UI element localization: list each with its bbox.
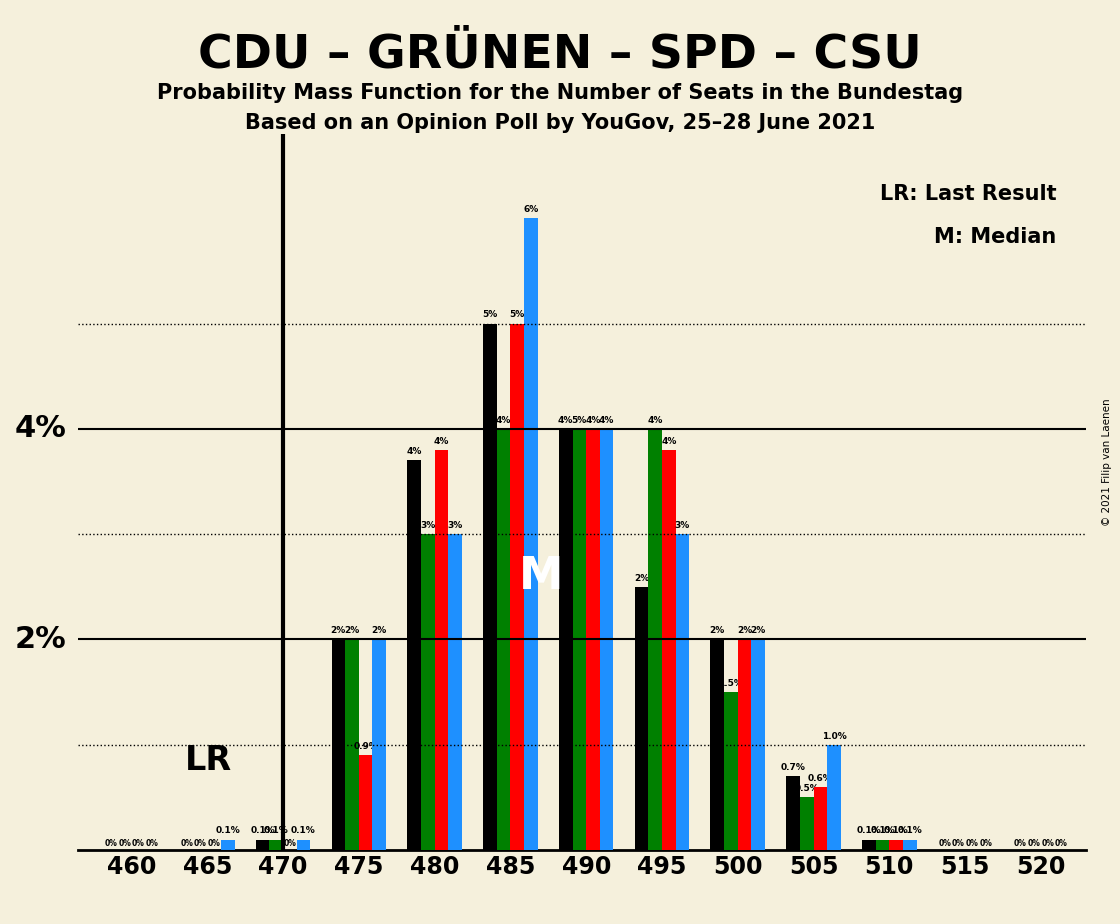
Text: 2%: 2%	[330, 626, 346, 636]
Bar	[738, 639, 752, 850]
Text: 4%: 4%	[647, 416, 663, 425]
Text: 0.1%: 0.1%	[264, 826, 289, 835]
Bar	[889, 840, 903, 850]
Text: 0%: 0%	[180, 839, 194, 848]
Text: 0.1%: 0.1%	[857, 826, 881, 835]
Text: 4%: 4%	[661, 437, 676, 445]
Text: 2%: 2%	[750, 626, 766, 636]
Text: 1.5%: 1.5%	[719, 679, 744, 687]
Text: 5%: 5%	[571, 416, 587, 425]
Text: 4%: 4%	[586, 416, 600, 425]
Bar	[497, 429, 511, 850]
Text: 0%: 0%	[1042, 839, 1054, 848]
Text: 0.1%: 0.1%	[884, 826, 908, 835]
Bar	[559, 429, 572, 850]
Text: 0.1%: 0.1%	[870, 826, 895, 835]
Text: 0%: 0%	[119, 839, 131, 848]
Bar	[813, 787, 828, 850]
Text: 4%: 4%	[15, 414, 66, 444]
Text: 4%: 4%	[599, 416, 615, 425]
Text: 1.0%: 1.0%	[822, 732, 847, 740]
Bar	[483, 323, 497, 850]
Text: © 2021 Filip van Laenen: © 2021 Filip van Laenen	[1102, 398, 1111, 526]
Text: 0%: 0%	[979, 839, 992, 848]
Bar	[524, 218, 538, 850]
Text: 0%: 0%	[207, 839, 221, 848]
Bar	[297, 840, 310, 850]
Bar	[662, 450, 675, 850]
Text: 5%: 5%	[483, 310, 497, 320]
Text: 0.1%: 0.1%	[215, 826, 240, 835]
Bar	[270, 840, 283, 850]
Text: 3%: 3%	[675, 521, 690, 530]
Bar	[586, 429, 600, 850]
Text: 0%: 0%	[965, 839, 979, 848]
Bar	[800, 797, 813, 850]
Bar	[345, 639, 358, 850]
Bar	[876, 840, 889, 850]
Bar	[421, 534, 435, 850]
Text: 0%: 0%	[1055, 839, 1067, 848]
Text: 0%: 0%	[283, 839, 297, 848]
Text: CDU – GRÜNEN – SPD – CSU: CDU – GRÜNEN – SPD – CSU	[198, 32, 922, 78]
Text: M: M	[519, 554, 563, 598]
Bar	[408, 460, 421, 850]
Text: 0%: 0%	[194, 839, 207, 848]
Text: 0.1%: 0.1%	[250, 826, 274, 835]
Text: 2%: 2%	[344, 626, 360, 636]
Text: 4%: 4%	[433, 437, 449, 445]
Bar	[358, 755, 373, 850]
Text: 0.9%: 0.9%	[353, 742, 379, 751]
Text: 4%: 4%	[496, 416, 511, 425]
Bar	[828, 745, 841, 850]
Bar	[752, 639, 765, 850]
Text: 4%: 4%	[558, 416, 573, 425]
Bar	[786, 776, 800, 850]
Bar	[648, 429, 662, 850]
Text: 0%: 0%	[132, 839, 144, 848]
Text: 2%: 2%	[372, 626, 386, 636]
Bar	[332, 639, 345, 850]
Text: 2%: 2%	[15, 625, 66, 654]
Bar	[600, 429, 614, 850]
Bar	[862, 840, 876, 850]
Text: 2%: 2%	[737, 626, 753, 636]
Text: 0.1%: 0.1%	[291, 826, 316, 835]
Bar	[255, 840, 270, 850]
Bar	[635, 587, 648, 850]
Bar	[725, 692, 738, 850]
Text: 3%: 3%	[448, 521, 463, 530]
Bar	[221, 840, 234, 850]
Bar	[572, 429, 586, 850]
Bar	[903, 840, 916, 850]
Bar	[675, 534, 689, 850]
Bar	[373, 639, 386, 850]
Bar	[435, 450, 448, 850]
Text: 0%: 0%	[1014, 839, 1027, 848]
Text: 0.1%: 0.1%	[897, 826, 922, 835]
Bar	[511, 323, 524, 850]
Text: 0.6%: 0.6%	[808, 773, 833, 783]
Text: 0.7%: 0.7%	[781, 763, 805, 772]
Text: 3%: 3%	[420, 521, 436, 530]
Bar	[448, 534, 461, 850]
Text: 0.5%: 0.5%	[794, 784, 819, 793]
Bar	[710, 639, 725, 850]
Text: 0%: 0%	[104, 839, 118, 848]
Text: 0%: 0%	[939, 839, 951, 848]
Text: 5%: 5%	[510, 310, 525, 320]
Text: 0%: 0%	[146, 839, 158, 848]
Text: 0%: 0%	[952, 839, 964, 848]
Text: LR: Last Result: LR: Last Result	[879, 184, 1056, 204]
Text: 4%: 4%	[407, 447, 422, 456]
Text: LR: LR	[185, 744, 232, 777]
Text: 2%: 2%	[710, 626, 725, 636]
Text: Probability Mass Function for the Number of Seats in the Bundestag: Probability Mass Function for the Number…	[157, 83, 963, 103]
Text: 0%: 0%	[1028, 839, 1040, 848]
Text: 2%: 2%	[634, 574, 650, 583]
Text: M: Median: M: Median	[934, 227, 1056, 247]
Text: Based on an Opinion Poll by YouGov, 25–28 June 2021: Based on an Opinion Poll by YouGov, 25–2…	[245, 113, 875, 133]
Text: 6%: 6%	[523, 205, 539, 214]
